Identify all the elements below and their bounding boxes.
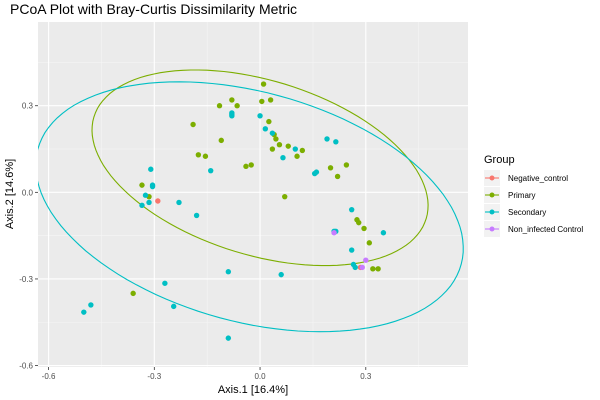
point-primary bbox=[361, 225, 367, 232]
point-primary bbox=[195, 152, 202, 158]
legend-key-secondary bbox=[489, 209, 495, 215]
y-axis-ticks: -0.6 -0.3 0.0 0.3 bbox=[19, 102, 38, 371]
point-secondary bbox=[229, 113, 235, 119]
point-secondary bbox=[257, 113, 263, 119]
legend-label-secondary: Secondary bbox=[508, 208, 546, 217]
point-non-infected-control bbox=[359, 264, 365, 271]
point-secondary bbox=[262, 126, 269, 132]
y-tick-label: -0.6 bbox=[19, 362, 33, 371]
point-secondary bbox=[348, 206, 355, 213]
point-primary bbox=[229, 97, 235, 103]
x-tick-label: -0.3 bbox=[147, 372, 161, 381]
data-points bbox=[81, 81, 387, 341]
point-primary bbox=[343, 162, 350, 168]
point-secondary bbox=[269, 130, 276, 136]
legend-title: Group bbox=[484, 154, 515, 166]
grid-minor bbox=[38, 22, 468, 367]
point-secondary bbox=[162, 280, 168, 286]
point-primary bbox=[243, 163, 249, 170]
legend-key-primary bbox=[489, 192, 495, 198]
chart-title: PCoA Plot with Bray-Curtis Dissimilarity… bbox=[10, 1, 297, 17]
point-secondary bbox=[88, 302, 94, 308]
legend-items: Negative_control Primary Secondary Non_infe… bbox=[484, 170, 583, 237]
y-axis-label: Axis.2 [14.6%] bbox=[4, 159, 16, 229]
ellipse-secondary bbox=[38, 81, 464, 333]
y-tick-label: -0.3 bbox=[19, 275, 33, 284]
point-primary bbox=[282, 193, 288, 200]
point-primary bbox=[327, 165, 334, 171]
point-secondary bbox=[81, 309, 87, 315]
point-primary bbox=[259, 98, 265, 105]
point-secondary bbox=[146, 199, 152, 206]
point-primary bbox=[248, 162, 254, 168]
legend-label-primary: Primary bbox=[508, 191, 536, 200]
y-tick-label: 0.3 bbox=[22, 102, 34, 111]
point-primary bbox=[366, 240, 373, 246]
ellipse-primary bbox=[91, 69, 429, 267]
point-primary bbox=[260, 81, 267, 87]
x-tick-label: 0.0 bbox=[254, 372, 266, 381]
point-non-infected-control bbox=[363, 257, 369, 263]
x-tick-label: -0.6 bbox=[42, 372, 56, 381]
legend-label-negative-control: Negative_control bbox=[508, 174, 568, 183]
point-primary bbox=[130, 290, 136, 297]
point-non-infected-control bbox=[331, 230, 337, 236]
plot-panel bbox=[38, 22, 468, 367]
point-primary bbox=[266, 118, 272, 125]
point-primary bbox=[294, 153, 300, 159]
legend-key-non-infected-control bbox=[489, 226, 495, 232]
point-secondary bbox=[313, 169, 320, 175]
confidence-ellipses bbox=[38, 69, 464, 333]
point-secondary bbox=[352, 264, 358, 271]
point-secondary bbox=[225, 335, 232, 341]
point-primary bbox=[375, 266, 381, 272]
point-primary bbox=[299, 147, 306, 154]
point-primary bbox=[216, 103, 223, 109]
point-primary bbox=[190, 121, 196, 128]
x-axis-label: Axis.1 [16.4%] bbox=[218, 384, 288, 396]
point-primary bbox=[218, 137, 224, 144]
point-secondary bbox=[142, 192, 149, 198]
point-primary bbox=[370, 266, 376, 272]
point-secondary bbox=[208, 167, 214, 174]
legend-key-negative-control bbox=[489, 175, 495, 181]
grid-major bbox=[38, 22, 468, 367]
point-secondary bbox=[149, 183, 156, 190]
x-axis-ticks: -0.6 -0.3 0.0 0.3 bbox=[42, 367, 372, 381]
point-secondary bbox=[324, 136, 330, 142]
point-secondary bbox=[333, 139, 339, 145]
x-tick-label: 0.3 bbox=[360, 372, 372, 381]
point-secondary bbox=[193, 212, 200, 219]
point-secondary bbox=[278, 271, 284, 278]
y-tick-label: 0.0 bbox=[22, 188, 34, 197]
point-secondary bbox=[148, 166, 154, 172]
legend-label-non-infected-control: Non_infected Control bbox=[508, 225, 583, 234]
point-primary bbox=[356, 219, 362, 226]
point-secondary bbox=[225, 269, 232, 275]
point-primary bbox=[285, 143, 291, 149]
point-secondary bbox=[176, 199, 182, 206]
point-primary bbox=[202, 153, 209, 159]
legend: Group Negative_control Primary Secondary No… bbox=[484, 154, 583, 237]
point-primary bbox=[334, 173, 341, 180]
point-primary bbox=[139, 182, 145, 188]
point-primary bbox=[273, 136, 279, 142]
point-negative-control bbox=[155, 198, 161, 204]
point-secondary bbox=[280, 154, 286, 161]
point-primary bbox=[276, 141, 283, 148]
point-primary bbox=[269, 146, 276, 152]
point-secondary bbox=[170, 303, 177, 310]
point-secondary bbox=[139, 202, 145, 209]
point-primary bbox=[234, 103, 240, 109]
point-secondary bbox=[380, 230, 387, 236]
point-secondary bbox=[292, 146, 298, 152]
point-primary bbox=[267, 97, 274, 103]
point-secondary bbox=[348, 247, 355, 253]
